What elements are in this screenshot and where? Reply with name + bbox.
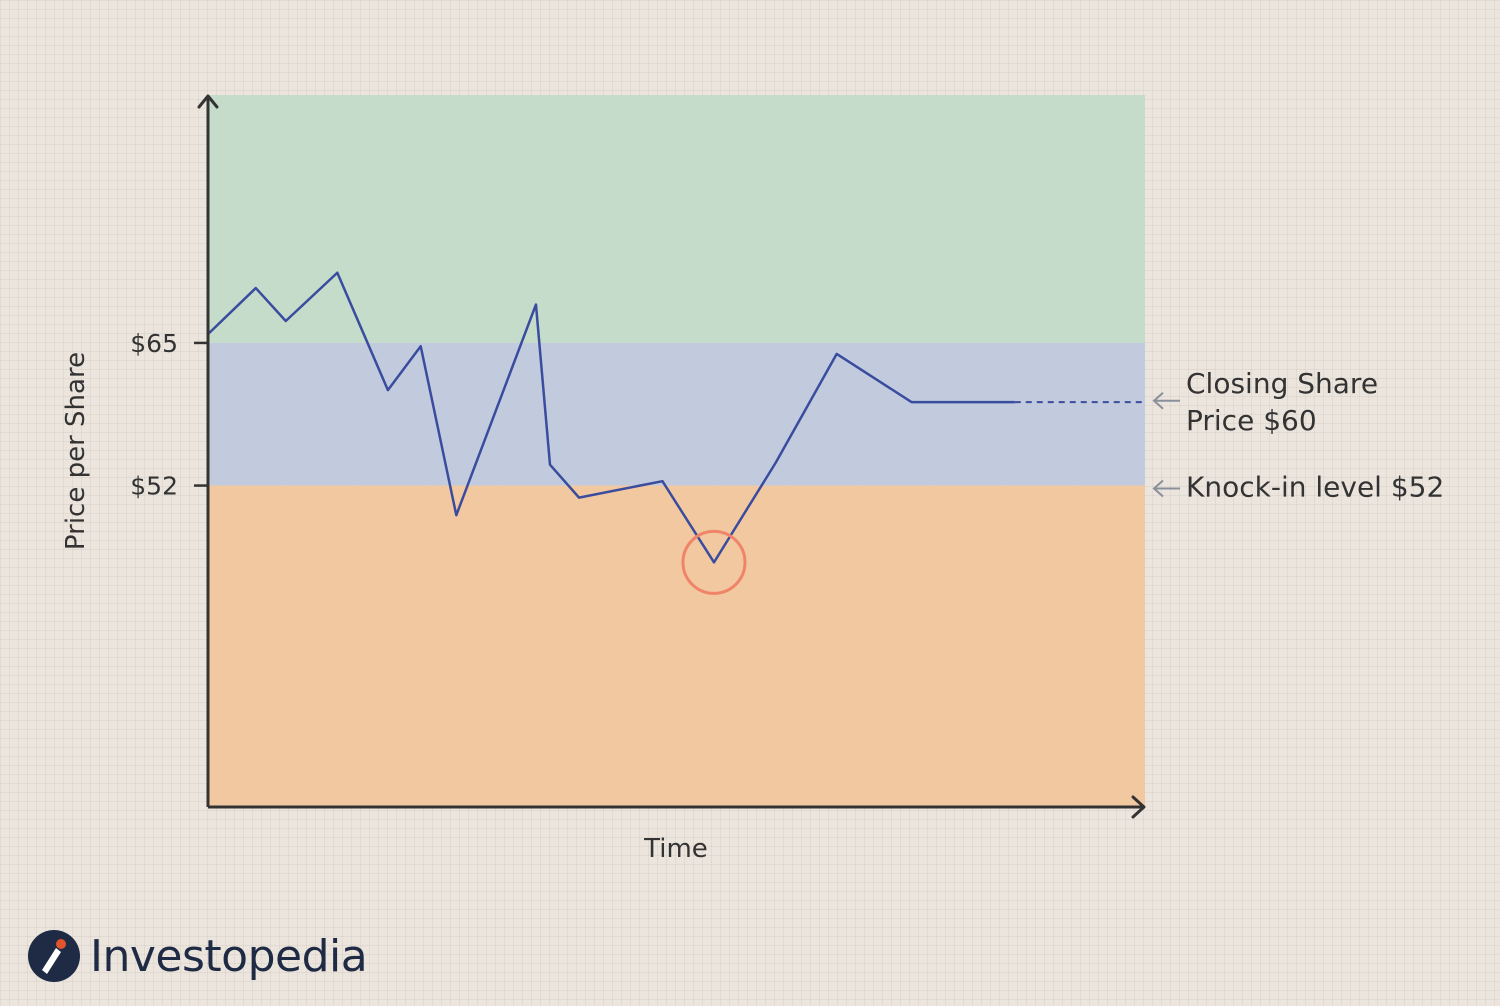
x-axis-label: Time xyxy=(643,834,708,864)
chart-bands xyxy=(208,95,1145,807)
brand-name: Investopedia xyxy=(90,930,368,982)
chart-axes xyxy=(197,94,1146,819)
chart-annotations: Closing Share Price $60 Knock-in level $52 xyxy=(1152,367,1444,504)
price-band-2 xyxy=(208,485,1145,807)
x-axis-arrow xyxy=(1131,795,1146,819)
annotation-arrowhead xyxy=(1152,392,1164,410)
knock-in-breach-circle xyxy=(681,529,747,595)
price-band-0 xyxy=(208,95,1145,343)
price-line xyxy=(207,271,1015,564)
price-band-1 xyxy=(208,342,1145,486)
y-tick-label: $65 xyxy=(130,329,178,358)
chart-series xyxy=(207,271,1145,595)
annotation-arrowhead xyxy=(1152,479,1164,498)
annotation-text: Knock-in level $52 xyxy=(1186,471,1444,504)
brand-logo: Investopedia xyxy=(28,926,368,986)
y-axis-arrow xyxy=(197,94,219,109)
annotation-text: Closing Share xyxy=(1186,367,1378,400)
chart-ticks: $65 $52 xyxy=(130,329,208,501)
y-tick-label: $52 xyxy=(130,472,178,501)
investopedia-logo-icon xyxy=(28,930,80,982)
annotation-text: Price $60 xyxy=(1186,404,1317,437)
y-axis-label: Price per Share xyxy=(61,352,91,550)
